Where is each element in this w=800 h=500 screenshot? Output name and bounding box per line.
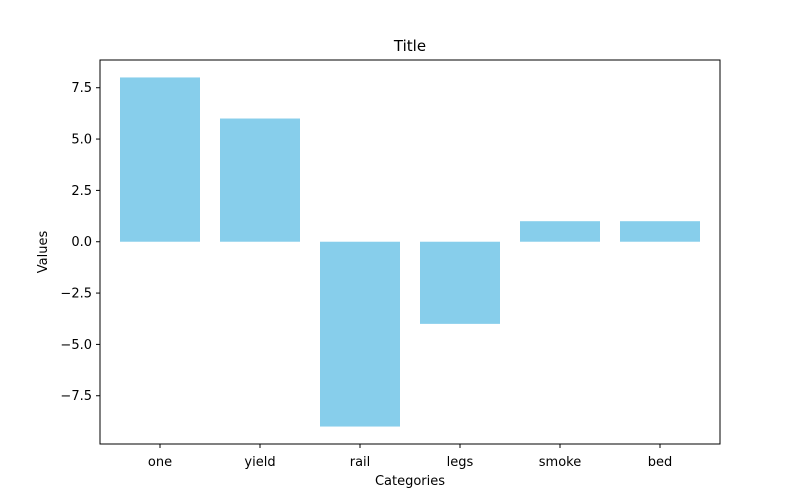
y-tick-label: −2.5: [60, 287, 92, 302]
y-tick-label: 5.0: [71, 133, 92, 148]
bar-legs: [420, 241, 500, 324]
bar-yield: [220, 118, 300, 242]
bar-one: [120, 77, 200, 242]
axes-frame: [99, 59, 721, 445]
y-axis-ticks: −7.5 −5.0 −2.5 0.0 2.5 5.0 7.5: [60, 81, 100, 404]
x-tick-label: one: [148, 455, 172, 470]
chart-title: Title: [393, 37, 426, 55]
x-axis-ticks: one yield rail legs smoke bed: [148, 444, 672, 470]
x-tick-label: rail: [350, 455, 371, 470]
x-tick-label: yield: [244, 455, 275, 470]
y-axis-title: Values: [36, 231, 51, 274]
x-tick-label: legs: [447, 455, 474, 470]
bar-bed: [620, 221, 700, 242]
x-axis-title: Categories: [375, 474, 445, 489]
y-tick-label: 7.5: [71, 81, 92, 96]
y-tick-label: 0.0: [71, 235, 92, 250]
bar-rail: [320, 241, 400, 427]
x-tick-label: smoke: [539, 455, 581, 470]
y-tick-label: −7.5: [60, 389, 92, 404]
y-tick-label: −5.0: [60, 338, 92, 353]
bar-smoke: [520, 221, 600, 242]
bars-group: [120, 77, 700, 427]
y-tick-label: 2.5: [71, 184, 92, 199]
x-tick-label: bed: [648, 455, 673, 470]
